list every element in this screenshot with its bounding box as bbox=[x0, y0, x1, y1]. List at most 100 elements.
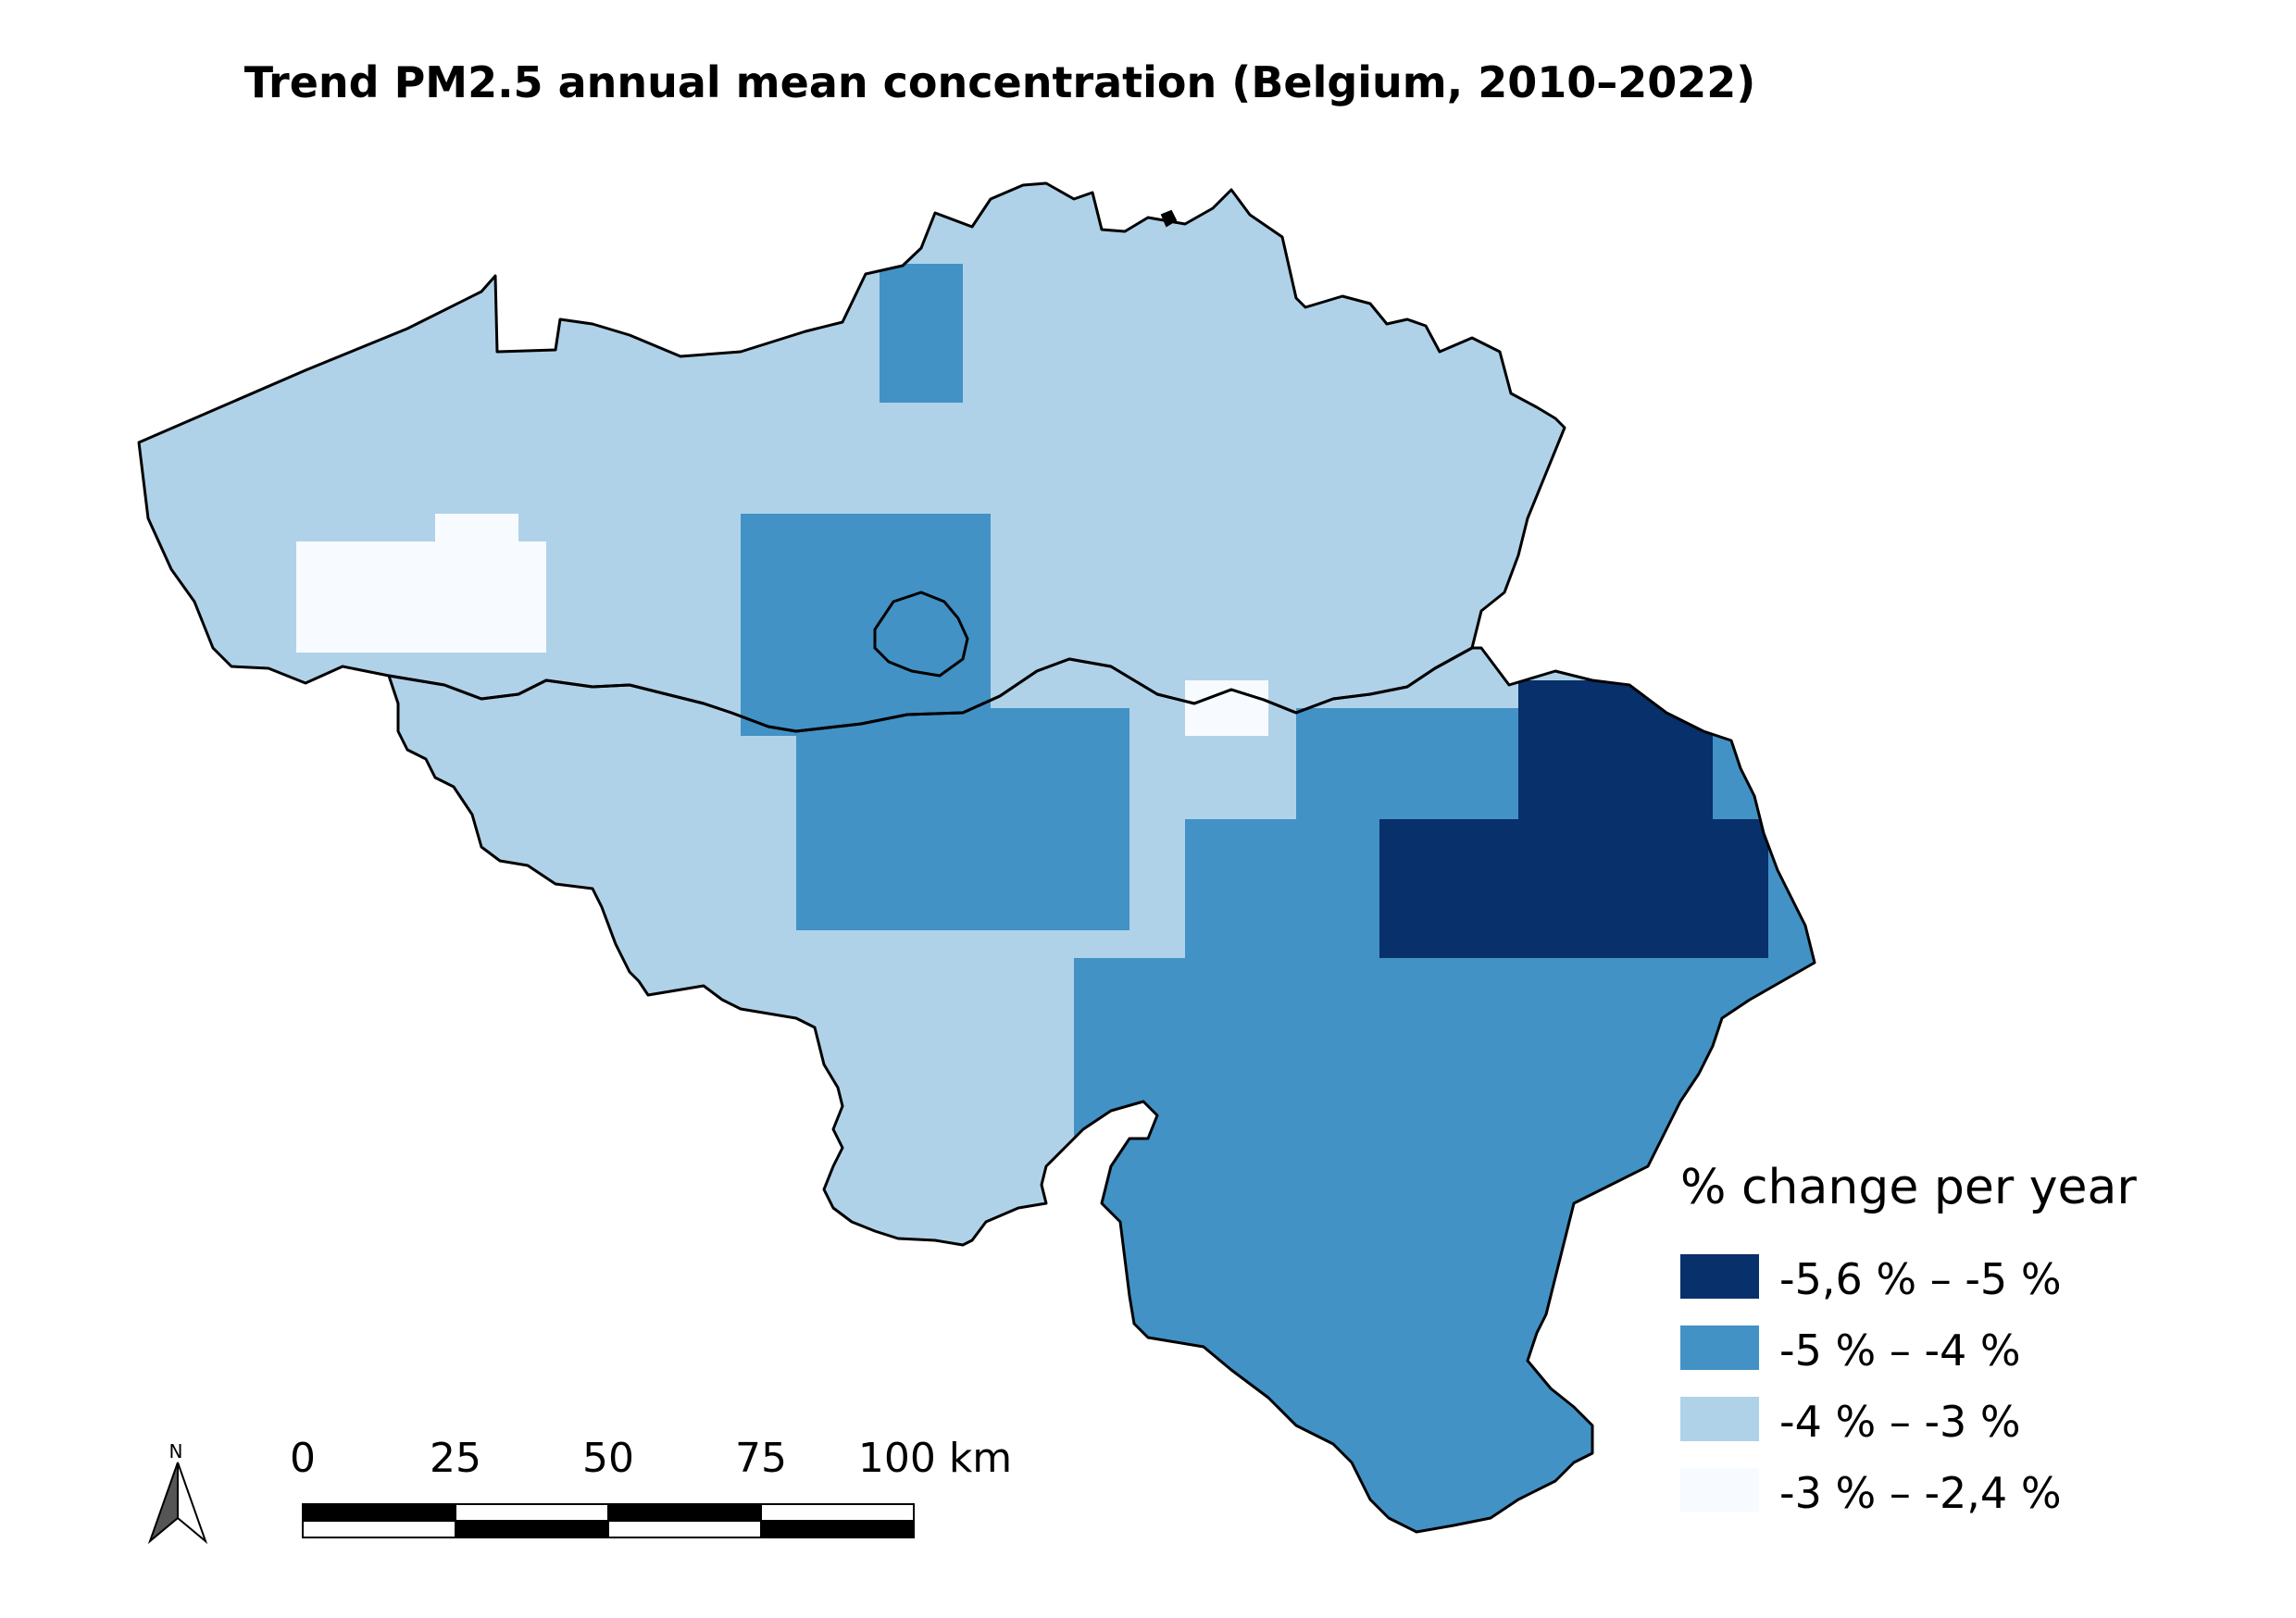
grid-cell bbox=[268, 264, 297, 292]
grid-cell bbox=[963, 791, 992, 820]
grid-cell bbox=[1241, 1041, 1269, 1070]
grid-cell bbox=[1407, 1208, 1436, 1237]
grid-cell bbox=[130, 1541, 158, 1570]
grid-cell bbox=[1074, 764, 1103, 792]
grid-cell bbox=[1629, 183, 1658, 209]
grid-cell bbox=[768, 1319, 797, 1348]
grid-cell bbox=[157, 764, 186, 792]
grid-cell bbox=[1157, 1430, 1186, 1459]
grid-cell bbox=[268, 569, 297, 598]
grid-cell bbox=[685, 902, 714, 931]
grid-cell bbox=[352, 930, 381, 959]
grid-cell bbox=[491, 1152, 519, 1181]
grid-cell bbox=[1324, 183, 1353, 209]
grid-cell bbox=[1352, 208, 1380, 237]
grid-cell bbox=[1574, 736, 1603, 765]
grid-cell bbox=[1213, 1486, 1242, 1514]
grid-cell bbox=[1518, 1069, 1547, 1098]
grid-cell bbox=[1379, 847, 1408, 876]
grid-cell bbox=[1379, 458, 1408, 487]
grid-cell bbox=[657, 1014, 686, 1042]
grid-cell bbox=[491, 708, 519, 737]
grid-cell bbox=[1129, 986, 1158, 1014]
grid-cell bbox=[1435, 625, 1464, 653]
grid-cell bbox=[1602, 458, 1630, 487]
grid-cell bbox=[1685, 986, 1714, 1014]
grid-cell bbox=[324, 1319, 353, 1348]
grid-cell bbox=[713, 1541, 742, 1570]
grid-cell bbox=[268, 430, 297, 459]
grid-cell bbox=[185, 458, 214, 487]
grid-cell bbox=[1518, 319, 1547, 348]
grid-cell bbox=[1657, 541, 1686, 570]
grid-cell bbox=[1074, 986, 1103, 1014]
grid-cell bbox=[380, 375, 408, 404]
grid-cell bbox=[463, 902, 492, 931]
grid-cell bbox=[213, 486, 242, 515]
grid-cell bbox=[157, 292, 186, 320]
grid-cell bbox=[741, 403, 769, 431]
grid-cell bbox=[768, 430, 797, 459]
pm25-trend-grid bbox=[130, 183, 1815, 1570]
grid-cell bbox=[824, 1236, 853, 1264]
grid-cell bbox=[1268, 458, 1297, 487]
grid-cell bbox=[657, 764, 686, 792]
grid-cell bbox=[852, 375, 880, 404]
grid-cell bbox=[685, 1041, 714, 1070]
grid-cell bbox=[1713, 930, 1741, 959]
grid-cell bbox=[435, 486, 464, 515]
grid-cell bbox=[1241, 236, 1269, 265]
grid-cell bbox=[1102, 319, 1130, 348]
grid-cell bbox=[1324, 1458, 1353, 1487]
grid-cell bbox=[1657, 1541, 1686, 1570]
grid-cell bbox=[1463, 403, 1491, 431]
grid-cell bbox=[407, 902, 436, 931]
grid-cell bbox=[630, 1152, 658, 1181]
grid-cell bbox=[213, 183, 242, 209]
grid-cell bbox=[741, 1263, 769, 1292]
grid-cell bbox=[241, 264, 269, 292]
grid-cell bbox=[213, 264, 242, 292]
grid-cell bbox=[435, 430, 464, 459]
grid-cell bbox=[185, 1014, 214, 1042]
legend-swatch bbox=[1680, 1397, 1759, 1441]
grid-cell bbox=[1574, 958, 1603, 987]
grid-cell bbox=[1324, 597, 1353, 626]
grid-cell bbox=[713, 236, 742, 265]
grid-cell bbox=[741, 1014, 769, 1042]
scale-tick-100: 100 km bbox=[858, 1435, 1012, 1482]
grid-cell bbox=[657, 1347, 686, 1375]
grid-cell bbox=[1491, 930, 1519, 959]
grid-cell bbox=[1157, 1291, 1186, 1320]
grid-cell bbox=[1102, 736, 1130, 765]
grid-cell bbox=[768, 1347, 797, 1375]
grid-cell bbox=[935, 1375, 964, 1403]
grid-cell bbox=[380, 1347, 408, 1375]
grid-cell bbox=[1713, 708, 1741, 737]
grid-cell bbox=[157, 1263, 186, 1292]
grid-cell bbox=[324, 736, 353, 765]
grid-cell bbox=[1685, 736, 1714, 765]
grid-cell bbox=[685, 264, 714, 292]
grid-cell bbox=[1185, 541, 1214, 570]
grid-cell bbox=[268, 680, 297, 709]
grid-cell bbox=[1268, 958, 1297, 987]
grid-cell bbox=[1185, 930, 1214, 959]
grid-cell bbox=[435, 1125, 464, 1153]
grid-cell bbox=[1463, 1430, 1491, 1459]
grid-cell bbox=[880, 347, 908, 376]
grid-cell bbox=[1324, 875, 1353, 903]
grid-cell bbox=[1268, 569, 1297, 598]
grid-cell bbox=[880, 1208, 908, 1237]
grid-cell bbox=[1546, 1263, 1575, 1292]
grid-cell bbox=[1407, 1263, 1436, 1292]
grid-cell bbox=[768, 1208, 797, 1237]
grid-cell bbox=[546, 486, 575, 515]
grid-cell bbox=[1796, 347, 1815, 376]
grid-cell bbox=[768, 597, 797, 626]
grid-cell bbox=[1741, 1541, 1769, 1570]
grid-cell bbox=[1185, 292, 1214, 320]
grid-cell bbox=[213, 319, 242, 348]
grid-cell bbox=[796, 958, 825, 987]
grid-cell bbox=[963, 1069, 992, 1098]
